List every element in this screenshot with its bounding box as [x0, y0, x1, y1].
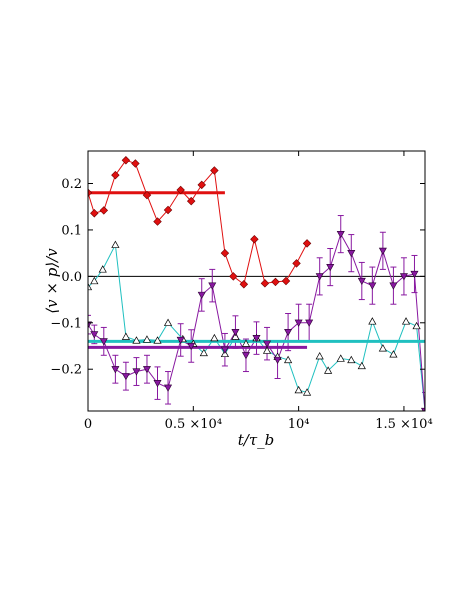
data-point	[220, 346, 229, 354]
data-point	[336, 354, 345, 362]
data-point	[153, 217, 162, 226]
data-point	[121, 373, 130, 381]
data-point	[121, 332, 131, 340]
data-point	[273, 356, 282, 365]
data-point	[231, 332, 240, 340]
data-point	[368, 282, 377, 290]
y-tick-label: 0.2	[61, 177, 82, 192]
data-point	[142, 366, 151, 374]
data-point	[90, 331, 99, 339]
data-point	[142, 190, 152, 200]
data-point	[250, 234, 259, 244]
data-point	[197, 291, 206, 300]
axis-ticks: 0 0.5 ×10⁴ 10⁴ 1.5 ×10⁴ 0.2 0.1 0.0 −0.1 −0.2	[50, 151, 433, 432]
data-point	[260, 279, 270, 288]
data-point	[229, 272, 238, 281]
data-point	[210, 333, 219, 342]
data-point	[324, 366, 333, 374]
series-line	[88, 159, 308, 286]
data-point	[241, 339, 251, 347]
data-point	[357, 277, 366, 286]
plot-clipped-group	[88, 156, 425, 411]
data-point	[389, 282, 398, 290]
data-point	[368, 317, 377, 325]
data-point	[302, 388, 312, 396]
data-point	[132, 368, 141, 376]
x-tick-label: 0.5 ×10⁴	[165, 417, 222, 432]
data-point	[347, 250, 356, 258]
axes-frame	[87, 150, 426, 412]
data-point	[281, 276, 291, 286]
data-point	[302, 239, 312, 248]
data-point	[389, 350, 398, 358]
data-point	[401, 317, 411, 325]
data-point	[111, 240, 120, 248]
data-point	[252, 335, 261, 343]
data-point	[163, 318, 173, 326]
x-tick-label: 10⁴	[288, 417, 310, 432]
data-point	[336, 231, 345, 239]
data-point	[153, 336, 162, 344]
x-tick-label: 0	[84, 417, 92, 432]
data-point	[410, 270, 419, 279]
data-point	[163, 205, 173, 215]
data-point	[239, 280, 249, 289]
data-point	[294, 385, 303, 394]
data-point	[284, 328, 293, 337]
data-point	[99, 338, 108, 346]
data-point	[176, 185, 185, 195]
data-point	[164, 384, 173, 392]
y-tick-label: 0.0	[61, 270, 82, 285]
data-point	[132, 336, 141, 344]
data-point	[88, 321, 93, 329]
data-point	[315, 273, 324, 281]
data-point	[186, 196, 196, 206]
data-point	[99, 206, 109, 215]
data-point	[98, 265, 107, 273]
data-point	[197, 180, 206, 190]
data-point	[208, 282, 217, 290]
data-point	[220, 248, 230, 258]
data-point	[420, 407, 425, 411]
y-tick-label: −0.2	[50, 363, 82, 378]
data-point	[88, 188, 93, 198]
data-point	[142, 335, 152, 343]
data-point	[357, 361, 366, 370]
data-point	[241, 352, 250, 360]
data-point	[283, 355, 293, 364]
data-point	[153, 380, 162, 388]
data-point	[271, 277, 280, 287]
plot-area	[88, 156, 425, 411]
data-point	[263, 340, 272, 348]
data-point	[326, 263, 335, 272]
data-point	[210, 166, 219, 175]
data-point	[88, 282, 93, 291]
data-point	[294, 319, 303, 327]
data-point	[378, 344, 387, 352]
data-point	[262, 346, 272, 354]
data-point	[111, 366, 120, 374]
y-tick-label: 0.1	[61, 223, 82, 238]
data-point	[131, 159, 140, 168]
data-point	[90, 276, 99, 285]
data-point	[305, 319, 314, 327]
data-point	[412, 321, 421, 330]
data-point	[347, 355, 356, 364]
data-point	[315, 351, 324, 360]
data-point	[111, 170, 120, 180]
data-point	[378, 247, 387, 255]
x-axis-label: t/τ_b	[238, 431, 274, 449]
data-point	[187, 342, 196, 351]
data-point	[399, 273, 408, 281]
data-point	[231, 328, 240, 337]
data-point	[199, 348, 208, 357]
data-point	[292, 259, 301, 268]
data-point	[90, 208, 99, 218]
x-tick-label: 1.5 ×10⁴	[375, 417, 432, 432]
data-point	[121, 156, 131, 165]
y-tick-label: −0.1	[50, 316, 82, 331]
y-axis-label: ⟨v × p⟩/v	[43, 248, 61, 314]
data-point	[176, 336, 185, 345]
